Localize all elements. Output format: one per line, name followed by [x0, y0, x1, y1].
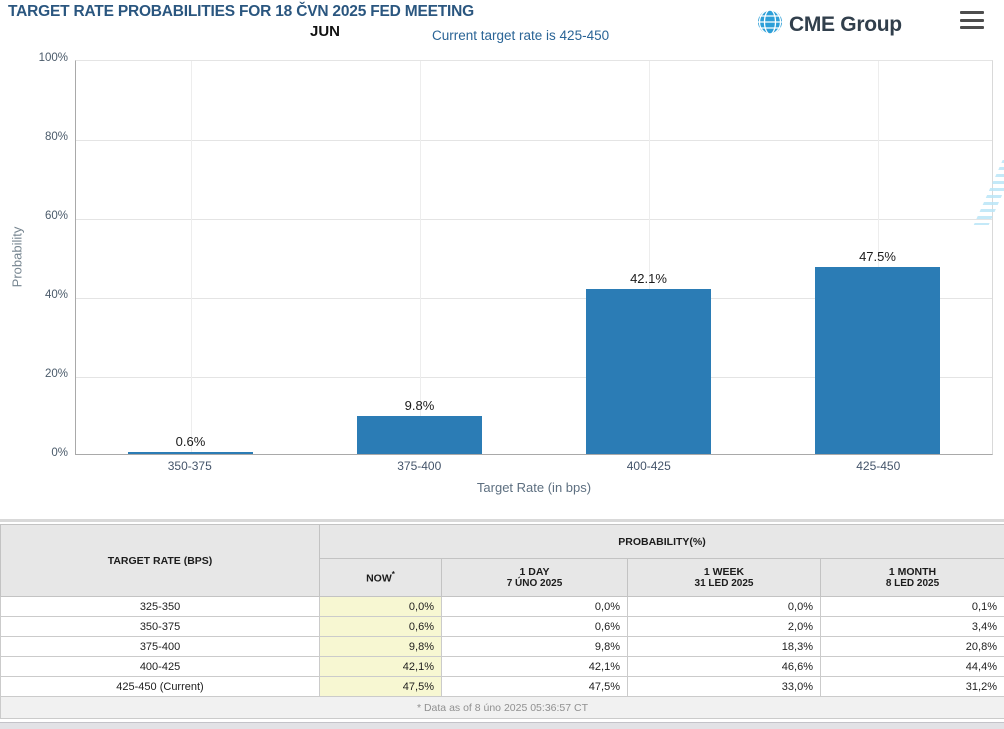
table-row: 375-400 9,8% 9,8% 18,3% 20,8%	[0, 636, 1004, 657]
gridline	[76, 219, 992, 220]
page-title: TARGET RATE PROBABILITIES FOR 18 ČVN 202…	[8, 3, 474, 20]
col-header-now: NOW*	[319, 558, 442, 597]
y-tick: 20%	[44, 368, 68, 380]
col-header-1day: 1 DAY 7 ÚNO 2025	[441, 558, 628, 597]
col-header-probability: PROBABILITY(%)	[319, 524, 1004, 559]
day-cell: 0,6%	[441, 616, 628, 637]
now-cell: 0,0%	[319, 596, 442, 617]
table-row: 325-350 0,0% 0,0% 0,0% 0,1%	[0, 596, 1004, 617]
probability-bar[interactable]	[356, 415, 483, 454]
footnote-row: * Data as of 8 úno 2025 05:36:57 CT	[0, 696, 1004, 719]
bar-slot: 42.1%	[534, 61, 763, 454]
day-cell: 0,0%	[441, 596, 628, 617]
month-cell: 44,4%	[820, 656, 1004, 677]
week-cell: 0,0%	[627, 596, 821, 617]
x-axis-ticks: 350-375 375-400 400-425 425-450	[75, 459, 993, 473]
week-cell: 46,6%	[627, 656, 821, 677]
gridline	[76, 140, 992, 141]
brand-name: CME Group	[789, 12, 902, 36]
gridline	[76, 377, 992, 378]
probability-table: TARGET RATE (BPS) PROBABILITY(%) NOW* 1 …	[0, 524, 1004, 719]
gridline	[190, 61, 192, 454]
section-divider	[0, 519, 1004, 522]
x-tick: 375-400	[397, 459, 442, 473]
cme-group-logo[interactable]: CME Group	[757, 9, 902, 40]
bottom-bar	[0, 722, 1004, 729]
y-tick: 100%	[38, 52, 68, 64]
probability-bar[interactable]	[127, 451, 254, 454]
x-axis-title: Target Rate (in bps)	[476, 480, 592, 495]
y-tick: 40%	[44, 289, 68, 301]
month-cell: 0,1%	[820, 596, 1004, 617]
table-row: 400-425 42,1% 42,1% 46,6% 44,4%	[0, 656, 1004, 677]
bar-slot: 0.6%	[76, 61, 305, 454]
probability-bar[interactable]	[814, 267, 941, 454]
now-cell: 9,8%	[319, 636, 442, 657]
y-tick: 80%	[44, 131, 68, 143]
day-cell: 47,5%	[441, 676, 628, 697]
now-cell: 42,1%	[319, 656, 442, 677]
bar-series: 0.6% 9.8% 42.1% 47.5%	[76, 61, 992, 454]
current-rate-subtitle: Current target rate is 425-450	[432, 28, 610, 43]
x-tick: 400-425	[626, 459, 671, 473]
rate-cell: 425-450 (Current)	[0, 676, 320, 697]
rate-cell: 325-350	[0, 596, 320, 617]
now-cell: 47,5%	[319, 676, 442, 697]
bar-value-label: 42.1%	[630, 270, 667, 286]
month-cell: 31,2%	[820, 676, 1004, 697]
x-tick: 425-450	[856, 459, 901, 473]
bar-value-label: 47.5%	[859, 249, 896, 265]
x-tick: 350-375	[167, 459, 212, 473]
week-cell: 2,0%	[627, 616, 821, 637]
gridline	[76, 298, 992, 299]
col-header-target-rate: TARGET RATE (BPS)	[0, 524, 320, 597]
week-cell: 18,3%	[627, 636, 821, 657]
table-row: 350-375 0,6% 0,6% 2,0% 3,4%	[0, 616, 1004, 637]
col-header-1month: 1 MONTH 8 LED 2025	[820, 558, 1004, 597]
rate-cell: 350-375	[0, 616, 320, 637]
col-header-1week: 1 WEEK 31 LED 2025	[627, 558, 821, 597]
rate-cell: 400-425	[0, 656, 320, 677]
month-cell: 20,8%	[820, 636, 1004, 657]
now-cell: 0,6%	[319, 616, 442, 637]
gridline	[419, 61, 421, 454]
gridline	[877, 61, 879, 454]
bar-value-label: 9.8%	[404, 397, 435, 413]
day-cell: 9,8%	[441, 636, 628, 657]
month-tab-label: JUN	[310, 23, 341, 40]
gridline	[648, 61, 650, 454]
rate-cell: 375-400	[0, 636, 320, 657]
bar-value-label: 0.6%	[175, 433, 206, 449]
probability-bar[interactable]	[585, 288, 712, 454]
y-tick: 0%	[51, 447, 68, 459]
day-cell: 42,1%	[441, 656, 628, 677]
month-cell: 3,4%	[820, 616, 1004, 637]
bar-slot: 9.8%	[305, 61, 534, 454]
table-row: 425-450 (Current) 47,5% 47,5% 33,0% 31,2…	[0, 676, 1004, 697]
y-tick: 60%	[44, 210, 68, 222]
data-as-of-note: * Data as of 8 úno 2025 05:36:57 CT	[0, 696, 1004, 719]
globe-icon	[757, 9, 783, 40]
y-axis-title: Probability	[9, 226, 25, 288]
chart-plot-area: Q 0.6% 9.8% 42.1% 47.5%	[75, 60, 1004, 455]
hamburger-menu-icon[interactable]	[960, 11, 984, 29]
week-cell: 33,0%	[627, 676, 821, 697]
bar-slot: 47.5%	[763, 61, 992, 454]
